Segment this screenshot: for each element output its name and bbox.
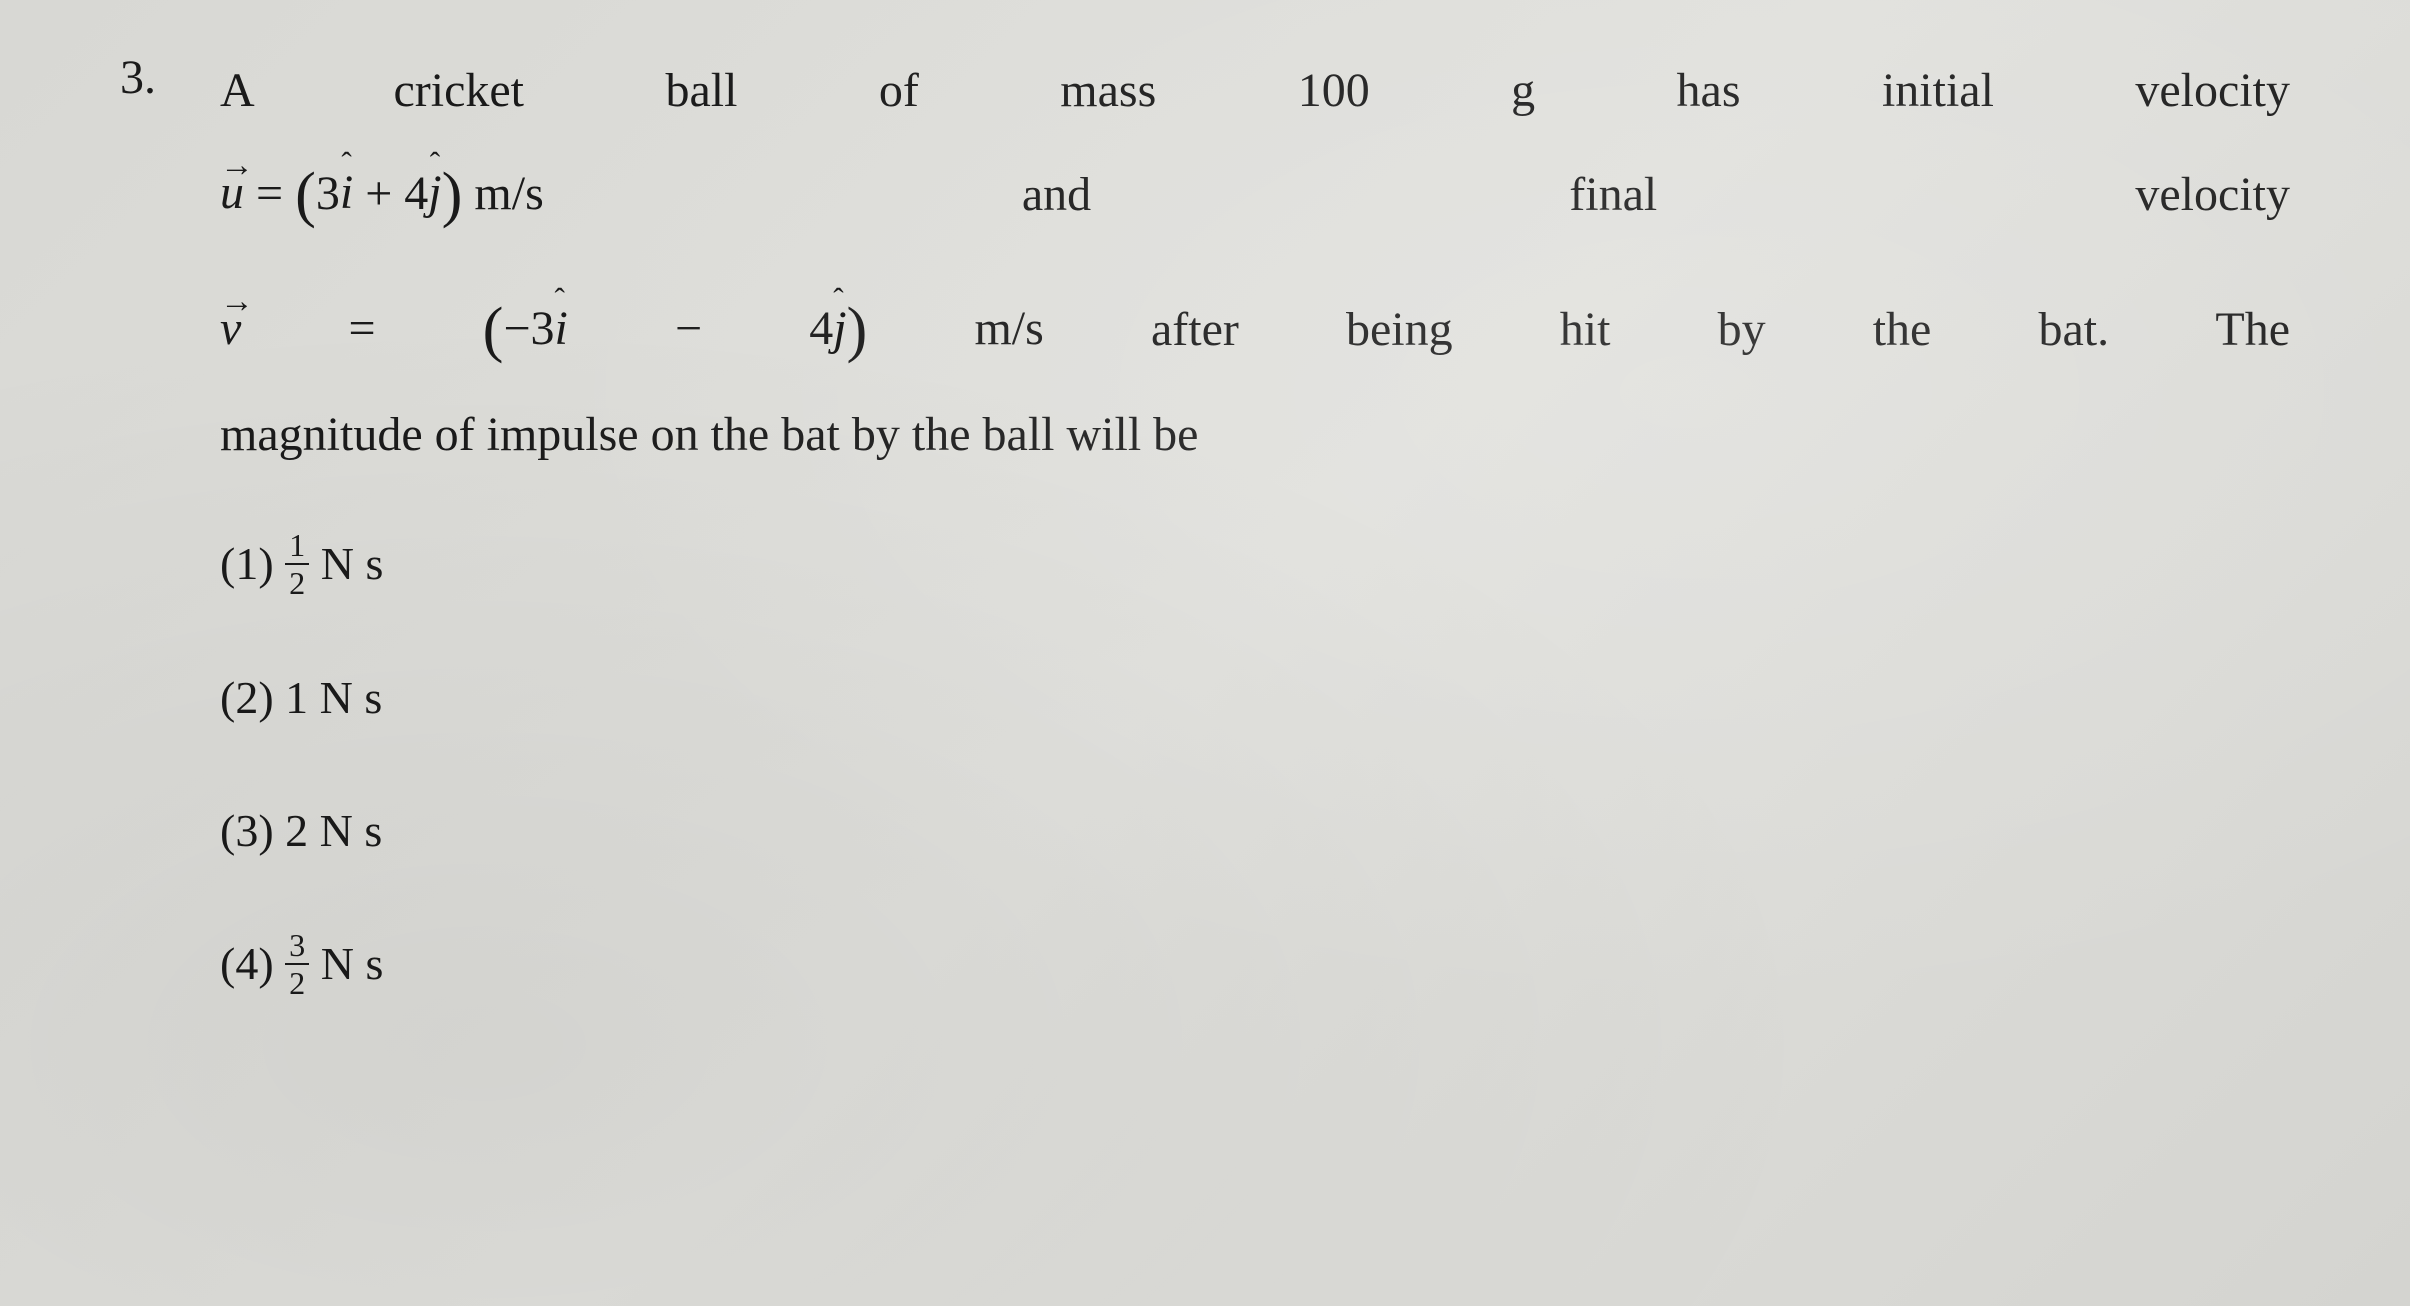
question-line-2: → u = (3ˆi + 4ˆj) m/s and final velocity xyxy=(220,142,2290,248)
option-2-value: 1 N s xyxy=(285,672,382,723)
line2-and: and xyxy=(1022,154,1091,236)
eq2-lparen: ( xyxy=(483,296,504,365)
line1-text: A cricket ball of mass 100 g has initial… xyxy=(220,64,2290,117)
eq1-coef1: 3 xyxy=(316,166,340,219)
line3-tail: after being hit by the bat. The xyxy=(1151,302,2290,355)
hat-icon: ˆ xyxy=(555,273,568,326)
eq1-lparen: ( xyxy=(295,160,316,229)
option-2-label: (2) xyxy=(220,672,285,723)
question-block: 3. A cricket ball of mass 100 g has init… xyxy=(120,50,2290,1059)
eq2-unit: m/s xyxy=(867,302,1043,355)
equation-v: → v = (−3ˆi − 4ˆj) m/s xyxy=(220,302,1151,355)
question-line-1: A cricket ball of mass 100 g has initial… xyxy=(220,50,2290,132)
eq2-minus: − 4 xyxy=(568,302,833,355)
option-1-fraction: 12 xyxy=(285,529,309,599)
option-3-label: (3) xyxy=(220,805,285,856)
hat-icon: ˆ xyxy=(340,137,353,190)
line4-text: magnitude of impulse on the bat by the b… xyxy=(220,408,1198,461)
eq1-unit: m/s xyxy=(462,166,543,219)
question-body: A cricket ball of mass 100 g has initial… xyxy=(220,50,2290,1059)
option-4-tail: N s xyxy=(321,938,384,989)
option-1-frac-den: 2 xyxy=(285,565,309,599)
unit-i-hat-1: ˆi xyxy=(340,152,353,234)
option-3-value: 2 N s xyxy=(285,805,382,856)
hat-icon: ˆ xyxy=(833,273,846,326)
eq1-rparen: ) xyxy=(442,160,463,229)
option-1: (1) 12 N s xyxy=(220,525,2290,604)
question-number: 3. xyxy=(120,50,180,105)
option-4-label: (4) xyxy=(220,938,285,989)
eq1-plus: + 4 xyxy=(353,166,428,219)
option-4-fraction: 32 xyxy=(285,929,309,999)
options-list: (1) 12 N s (2) 1 N s (3) 2 N s (4) 32 N … xyxy=(220,525,2290,1004)
eq2-rparen: ) xyxy=(847,296,868,365)
unit-j-hat-1: ˆj xyxy=(428,152,441,234)
option-1-frac-num: 1 xyxy=(285,529,309,565)
option-2: (2) 1 N s xyxy=(220,659,2290,737)
question-line-3: → v = (−3ˆi − 4ˆj) m/s after being hit b… xyxy=(220,278,2290,384)
eq2-equals: = xyxy=(241,302,482,355)
eq2-coef1: −3 xyxy=(503,302,554,355)
option-3: (3) 2 N s xyxy=(220,792,2290,870)
question-line-4: magnitude of impulse on the bat by the b… xyxy=(220,394,2290,476)
unit-j-hat-2: ˆj xyxy=(833,288,846,370)
line2-velocity: velocity xyxy=(2135,154,2290,236)
line2-final: final xyxy=(1569,154,1657,236)
option-1-tail: N s xyxy=(321,538,384,589)
option-4-frac-den: 2 xyxy=(285,965,309,999)
option-1-label: (1) xyxy=(220,538,285,589)
equation-u: → u = (3ˆi + 4ˆj) m/s xyxy=(220,142,544,248)
hat-icon: ˆ xyxy=(428,137,441,190)
option-4: (4) 32 N s xyxy=(220,925,2290,1004)
unit-i-hat-2: ˆi xyxy=(555,288,568,370)
option-4-frac-num: 3 xyxy=(285,929,309,965)
vector-v: → v xyxy=(220,288,241,370)
vector-arrow-icon: → xyxy=(220,273,241,330)
vector-arrow-icon: → xyxy=(220,137,244,194)
vector-u: → u xyxy=(220,152,244,234)
